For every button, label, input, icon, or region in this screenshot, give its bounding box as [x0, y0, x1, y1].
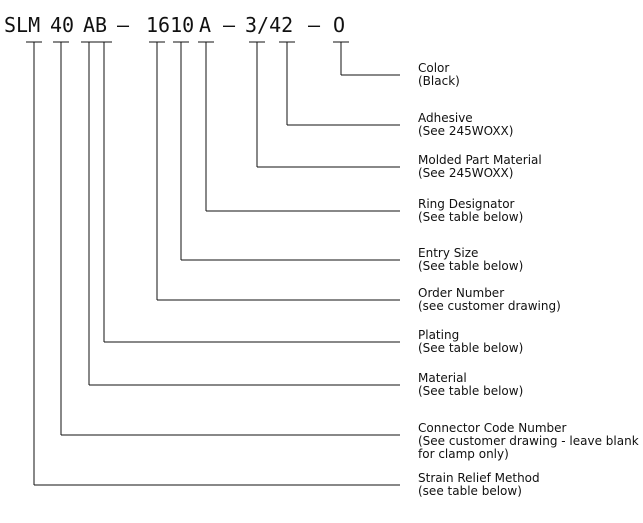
field-desc-connector-code-number: for clamp only)	[418, 447, 509, 461]
field-desc-connector-code-number: (See customer drawing - leave blank	[418, 434, 639, 448]
field-title-adhesive: Adhesive	[418, 111, 473, 125]
field-desc-strain-relief-method: (see table below)	[418, 484, 522, 498]
field-desc-plating: (See table below)	[418, 341, 523, 355]
pn-segment-material-adhesive: 3/42	[245, 13, 293, 37]
field-title-connector-code-number: Connector Code Number	[418, 421, 567, 435]
field-title-ring-designator: Ring Designator	[418, 197, 515, 211]
field-desc-color: (Black)	[418, 74, 460, 88]
pn-segment-order-entry: 1610	[146, 13, 194, 37]
field-title-plating: Plating	[418, 328, 459, 342]
pn-dash-3: –	[308, 13, 321, 37]
field-title-molded-part-material: Molded Part Material	[418, 153, 542, 167]
part-number-string: SLM 40 AB – 1610 A – 3/42 – O	[4, 13, 345, 37]
field-title-color: Color	[418, 61, 449, 75]
pn-segment-material-plating: AB	[83, 13, 107, 37]
pn-segment-color: O	[333, 13, 345, 37]
field-desc-order-number: (see customer drawing)	[418, 299, 561, 313]
field-title-entry-size: Entry Size	[418, 246, 478, 260]
field-desc-material: (See table below)	[418, 384, 523, 398]
field-desc-molded-part-material: (See 245WOXX)	[418, 166, 513, 180]
pn-dash-2: –	[223, 13, 236, 37]
field-labels: Color(Black)Adhesive(See 245WOXX)Molded …	[418, 61, 639, 498]
pn-segment-ring: A	[199, 13, 211, 37]
field-title-material: Material	[418, 371, 467, 385]
pn-segment-strain-relief: SLM	[4, 13, 40, 37]
field-title-strain-relief-method: Strain Relief Method	[418, 471, 540, 485]
pn-segment-connector-code: 40	[50, 13, 74, 37]
field-title-order-number: Order Number	[418, 286, 504, 300]
field-desc-adhesive: (See 245WOXX)	[418, 124, 513, 138]
leader-lines	[26, 41, 400, 486]
field-desc-entry-size: (See table below)	[418, 259, 523, 273]
pn-dash-1: –	[117, 13, 130, 37]
field-desc-ring-designator: (See table below)	[418, 210, 523, 224]
